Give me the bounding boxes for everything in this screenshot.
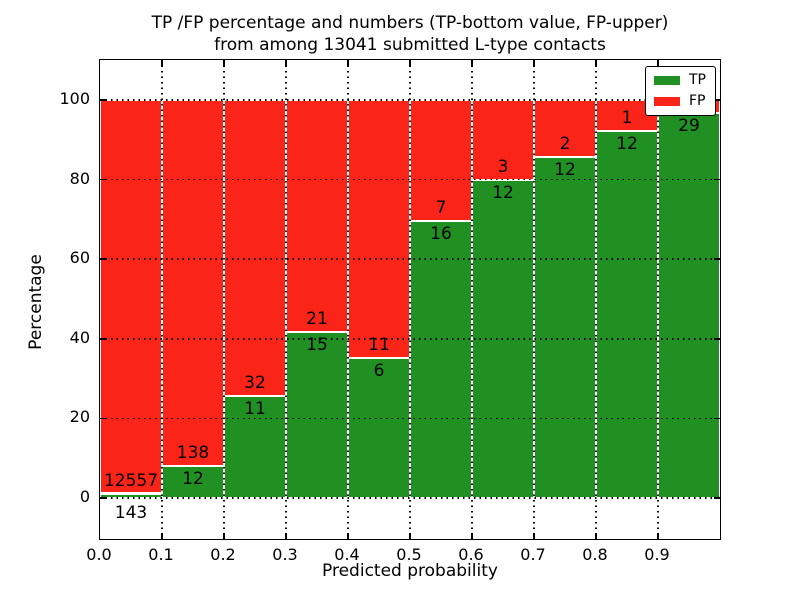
x-tick-top	[347, 60, 349, 66]
x-tick-bottom	[409, 533, 411, 539]
bar-segment-tp-1	[162, 466, 224, 498]
y-tick-left	[100, 417, 106, 420]
plot-area: 12557 143 138 12 32 11 21 15 11 6 7 16 3 12 2 12 1 12 29	[99, 59, 721, 540]
x-tick-label-0.8: 0.8	[582, 545, 608, 564]
legend-swatch-TP	[654, 76, 680, 85]
bar-segment-tp-4	[348, 357, 410, 498]
x-tick-bottom	[223, 533, 225, 539]
bar-segment-fp-1	[162, 99, 224, 467]
x-tick-bottom	[595, 533, 597, 539]
bar-segment-fp-6	[472, 99, 534, 180]
x-axis-label: Predicted probability	[322, 561, 498, 581]
x-tick-bottom	[471, 533, 473, 539]
bar-segment-fp-4	[348, 99, 410, 358]
y-tick-label-100: 100	[59, 88, 90, 108]
gridline-v-5	[409, 60, 411, 539]
y-tick-left	[100, 178, 106, 181]
y-tick-right	[714, 258, 720, 260]
y-tick-left	[100, 99, 106, 101]
chart-title: TP /FP percentage and numbers (TP-bottom…	[20, 12, 800, 56]
bar-segment-tp-9	[658, 113, 720, 498]
bar-segment-tp-2	[224, 396, 286, 498]
y-tick-right	[714, 417, 720, 420]
y-tick-left	[100, 497, 106, 499]
bar-segment-fp-3	[286, 99, 348, 333]
chart-title-line2: from among 13041 submitted L-type contac…	[214, 35, 606, 55]
gridline-v-1	[161, 60, 163, 539]
x-tick-bottom	[285, 533, 287, 539]
chart-title-line1: TP /FP percentage and numbers (TP-bottom…	[151, 13, 669, 33]
y-axis-label: Percentage	[26, 254, 46, 350]
y-tick-right	[714, 178, 720, 181]
x-tick-label-0.9: 0.9	[644, 545, 670, 564]
x-tick-bottom	[533, 533, 535, 539]
x-tick-label-0.1: 0.1	[148, 545, 174, 564]
x-tick-bottom	[657, 533, 659, 539]
legend-item-TP: TP	[654, 72, 706, 88]
gridline-v-3	[285, 60, 287, 539]
bar-segment-tp-7	[534, 156, 596, 498]
bar-segment-fp-5	[410, 99, 472, 222]
x-tick-label-0.7: 0.7	[520, 545, 546, 564]
bar-segment-tp-8	[596, 130, 658, 498]
bar-segment-tp-5	[410, 221, 472, 498]
legend: TP FP	[645, 66, 716, 116]
legend-label-TP: TP	[689, 72, 706, 88]
x-tick-top	[533, 60, 535, 66]
bar-segment-fp-2	[224, 99, 286, 397]
gridline-v-6	[471, 60, 473, 539]
x-tick-label-0.3: 0.3	[272, 545, 298, 564]
y-tick-label-80: 80	[69, 168, 90, 188]
gridline-v-2	[223, 60, 225, 539]
y-tick-label-0: 0	[79, 487, 90, 506]
gridline-v-4	[347, 60, 349, 539]
y-tick-label-20: 20	[69, 407, 90, 427]
bar-segment-tp-3	[286, 332, 348, 498]
bar-segment-fp-7	[534, 99, 596, 157]
x-tick-label-0.4: 0.4	[334, 545, 360, 564]
x-tick-label-0.5: 0.5	[396, 545, 422, 564]
legend-swatch-FP	[654, 97, 680, 106]
x-tick-top	[595, 60, 597, 66]
x-tick-top	[223, 60, 225, 66]
x-tick-top	[471, 60, 473, 66]
y-tick-label-60: 60	[69, 248, 90, 268]
x-tick-label-0.2: 0.2	[210, 545, 236, 564]
bar-segment-fp-0	[100, 99, 162, 494]
x-tick-top	[161, 60, 163, 66]
tp-count-label-0: 143	[114, 503, 148, 523]
x-tick-top	[409, 60, 411, 66]
gridline-v-9	[657, 60, 659, 539]
x-tick-label-0.0: 0.0	[86, 545, 112, 564]
y-tick-left	[100, 338, 106, 340]
gridline-v-8	[595, 60, 597, 539]
y-tick-right	[714, 338, 720, 340]
legend-item-FP: FP	[654, 93, 706, 109]
y-tick-right	[714, 497, 720, 499]
x-tick-top	[285, 60, 287, 66]
x-tick-top	[657, 60, 659, 66]
x-tick-bottom	[347, 533, 349, 539]
x-tick-bottom	[161, 533, 163, 539]
gridline-v-7	[533, 60, 535, 539]
y-tick-label-40: 40	[69, 327, 90, 347]
x-tick-label-0.6: 0.6	[458, 545, 484, 564]
y-tick-left	[100, 258, 106, 260]
y-tick-right	[714, 99, 720, 101]
legend-label-FP: FP	[689, 93, 706, 109]
